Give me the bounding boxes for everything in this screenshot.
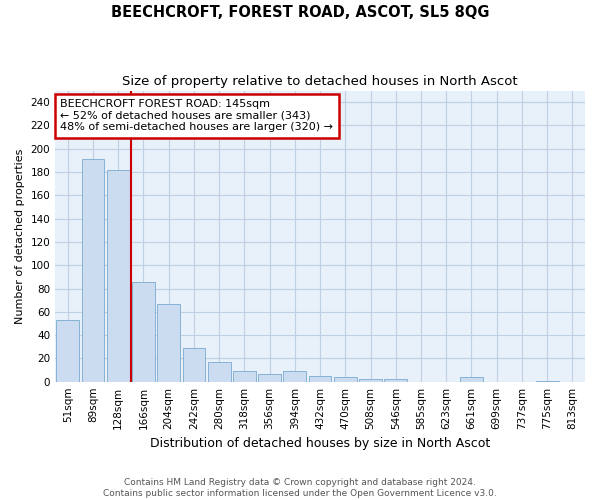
Bar <box>56 320 79 382</box>
Bar <box>385 380 407 382</box>
Text: Contains HM Land Registry data © Crown copyright and database right 2024.
Contai: Contains HM Land Registry data © Crown c… <box>103 478 497 498</box>
Bar <box>359 380 382 382</box>
Bar <box>536 380 559 382</box>
Bar <box>309 376 331 382</box>
Bar <box>157 304 180 382</box>
Bar <box>283 371 306 382</box>
Text: BEECHCROFT FOREST ROAD: 145sqm
← 52% of detached houses are smaller (343)
48% of: BEECHCROFT FOREST ROAD: 145sqm ← 52% of … <box>61 100 334 132</box>
Bar <box>334 377 356 382</box>
Bar <box>132 282 155 382</box>
Bar <box>82 160 104 382</box>
Bar <box>233 371 256 382</box>
Bar <box>258 374 281 382</box>
X-axis label: Distribution of detached houses by size in North Ascot: Distribution of detached houses by size … <box>150 437 490 450</box>
Bar <box>182 348 205 382</box>
Bar <box>208 362 230 382</box>
Text: BEECHCROFT, FOREST ROAD, ASCOT, SL5 8QG: BEECHCROFT, FOREST ROAD, ASCOT, SL5 8QG <box>111 5 489 20</box>
Title: Size of property relative to detached houses in North Ascot: Size of property relative to detached ho… <box>122 75 518 88</box>
Bar <box>460 377 483 382</box>
Bar <box>107 170 130 382</box>
Y-axis label: Number of detached properties: Number of detached properties <box>15 148 25 324</box>
